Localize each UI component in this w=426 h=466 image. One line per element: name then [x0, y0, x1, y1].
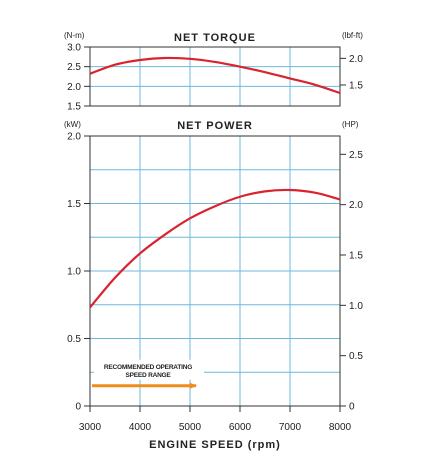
right-tick-label: 1.5: [349, 81, 363, 92]
annotation-line-1: RECOMMENDED OPERATING: [104, 364, 192, 371]
left-unit-label: (N-m): [64, 31, 85, 40]
power-curve: [89, 188, 341, 309]
annotation-line-2: SPEED RANGE: [125, 372, 171, 379]
right-tick-label: 0: [349, 402, 355, 413]
right-tick-label: 2.5: [349, 150, 363, 161]
x-tick-label: 7000: [279, 422, 302, 433]
x-tick-label: 6000: [229, 422, 252, 433]
right-tick-label: 1.0: [349, 301, 363, 312]
right-tick-label: 2.0: [349, 200, 363, 211]
right-tick-label: 1.5: [349, 250, 363, 261]
left-tick-label: 2.5: [67, 62, 81, 73]
left-tick-label: 1.0: [67, 267, 81, 278]
left-tick-label: 0: [75, 402, 81, 413]
left-tick-label: 1.5: [67, 102, 81, 113]
right-tick-label: 0.5: [349, 351, 363, 362]
panel-title: NET TORQUE: [174, 32, 256, 44]
left-unit-label: (kW): [64, 120, 81, 129]
left-tick-label: 2.0: [67, 82, 81, 93]
grid: [89, 47, 341, 106]
plot-frame: [89, 46, 341, 107]
right-tick-label: 2.0: [349, 54, 363, 65]
left-tick-label: 1.5: [67, 199, 81, 210]
x-tick-label: 4000: [129, 422, 152, 433]
net-torque-panel: 3.0 2.5 2.0 1.5 2.0 1.5 (N-m) (lbf-ft) NET TORQU…: [64, 31, 363, 113]
left-tick-label: 0.5: [67, 334, 81, 345]
x-tick-label: 3000: [79, 422, 102, 433]
panel-title: NET POWER: [177, 120, 253, 132]
x-tick-label: 5000: [179, 422, 202, 433]
x-tick-label: 8000: [329, 422, 352, 433]
torque-curve: [89, 56, 341, 95]
right-unit-label: (lbf-ft): [342, 31, 363, 40]
right-unit-label: (HP): [342, 120, 359, 129]
left-tick-label: 3.0: [67, 43, 81, 54]
left-tick-label: 2.0: [67, 132, 81, 143]
net-power-panel: 2.0 1.5 1.0 0.5 0 2.5 2.0 1.5 1.0 0.5 0 (kW) (HP) NET…: [64, 120, 363, 451]
x-axis-title: ENGINE SPEED (rpm): [149, 439, 281, 451]
annotation-background: [94, 359, 204, 380]
